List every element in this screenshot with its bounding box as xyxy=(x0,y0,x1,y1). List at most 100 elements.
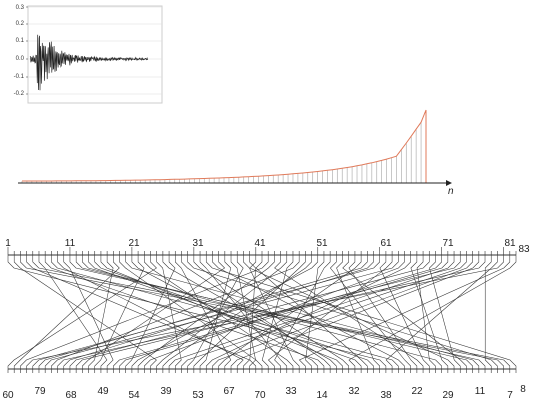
envelope-curve xyxy=(22,109,427,183)
bottom-index-label: 68 xyxy=(65,390,77,401)
y-tick-label: -0.2 xyxy=(14,91,25,97)
top-index-label: 1 xyxy=(5,238,11,249)
connection-line xyxy=(218,255,362,369)
connection-line xyxy=(125,255,176,369)
connection-line xyxy=(410,255,449,369)
connection-line xyxy=(205,255,517,369)
connection-line xyxy=(44,255,325,369)
connection-line xyxy=(298,255,511,369)
connection-line xyxy=(131,255,319,369)
connection-line xyxy=(113,255,442,369)
connection-line xyxy=(205,255,411,369)
connection-line xyxy=(416,255,436,369)
connection-line xyxy=(348,255,418,369)
top-index-labels: 1 11 21 31 41 51 61 71 81 83 xyxy=(5,238,530,255)
bottom-index-labels: 60 79 68 49 54 39 53 67 70 33 14 32 38 2… xyxy=(2,384,526,401)
connection-line xyxy=(7,255,387,369)
connection-line xyxy=(249,255,257,369)
connection-line xyxy=(88,255,114,369)
permutation-panel: 1 11 21 31 41 51 61 71 81 83 60 79 68 49… xyxy=(2,238,530,401)
bottom-index-label: 7 xyxy=(507,390,513,401)
top-index-label: 71 xyxy=(442,238,454,249)
waveform-grid xyxy=(26,6,162,95)
bottom-index-label: 39 xyxy=(160,386,172,397)
connection-line xyxy=(484,255,492,369)
top-index-label: 83 xyxy=(518,244,530,255)
bottom-index-label: 33 xyxy=(285,386,297,397)
connection-line xyxy=(69,255,430,369)
connection-line xyxy=(125,255,480,369)
bottom-index-label: 29 xyxy=(442,390,454,401)
top-index-label: 51 xyxy=(316,238,328,249)
connection-line xyxy=(168,255,455,369)
bottom-index-label: 38 xyxy=(380,390,392,401)
connection-line xyxy=(44,255,399,369)
connection-line xyxy=(181,255,331,369)
axis-label-n: n xyxy=(448,186,454,197)
connection-line xyxy=(230,255,256,369)
bottom-index-label: 22 xyxy=(411,386,423,397)
connection-line xyxy=(94,255,374,369)
connection-line xyxy=(267,255,393,369)
connection-line xyxy=(63,255,374,369)
connection-line xyxy=(274,255,331,369)
waveform-signal xyxy=(29,34,149,91)
connection-line xyxy=(51,255,300,369)
ruler-ticks xyxy=(7,247,517,373)
connection-line xyxy=(94,255,145,369)
bottom-index-label: 14 xyxy=(316,390,328,401)
connection-line xyxy=(230,255,480,369)
connection-line xyxy=(119,255,263,369)
bottom-index-label: 67 xyxy=(223,386,235,397)
bottom-index-label: 8 xyxy=(520,384,526,395)
connection-line xyxy=(305,255,325,369)
top-index-label: 31 xyxy=(192,238,204,249)
connection-line xyxy=(75,255,461,369)
y-tick-label: 0.2 xyxy=(16,21,25,27)
top-index-label: 21 xyxy=(128,238,140,249)
connection-line xyxy=(82,255,442,369)
connection-line xyxy=(13,255,120,369)
bottom-index-label: 79 xyxy=(34,386,46,397)
connection-line xyxy=(7,255,157,369)
bottom-index-label: 32 xyxy=(348,386,360,397)
connection-line xyxy=(174,255,232,369)
top-index-label: 41 xyxy=(254,238,266,249)
y-tick-label: 0.3 xyxy=(16,5,25,11)
connection-line xyxy=(32,255,380,369)
connection-line xyxy=(162,255,312,369)
connection-line xyxy=(348,255,517,369)
bottom-index-label: 11 xyxy=(475,386,486,397)
connection-line xyxy=(119,255,449,369)
connection-line xyxy=(212,255,473,369)
waveform-y-axis: 0.3 0.2 0.1 0.0 -0.1 -0.2 xyxy=(14,5,25,97)
top-index-label: 61 xyxy=(380,238,392,249)
top-index-label: 81 xyxy=(504,238,516,249)
connection-line xyxy=(181,255,467,369)
connection-line xyxy=(20,255,269,369)
bottom-index-label: 70 xyxy=(254,390,266,401)
y-tick-label: -0.1 xyxy=(14,74,25,80)
connection-line xyxy=(249,255,455,369)
connection-line xyxy=(429,255,461,369)
bottom-index-label: 54 xyxy=(128,390,140,401)
connection-line xyxy=(385,255,498,369)
connection-line xyxy=(38,255,108,369)
connection-line xyxy=(26,255,504,369)
y-tick-label: 0.0 xyxy=(16,56,25,62)
bottom-index-label: 53 xyxy=(192,390,204,401)
axis-arrow-icon xyxy=(446,180,452,186)
waveform-panel: 0.3 0.2 0.1 0.0 -0.1 -0.2 xyxy=(14,5,163,104)
connection-line xyxy=(82,255,226,369)
top-index-label: 11 xyxy=(65,238,76,249)
connection-line xyxy=(199,255,288,369)
connection-line xyxy=(26,255,250,369)
stem-lines xyxy=(21,110,427,183)
connection-line xyxy=(156,255,182,369)
sorted-chart-panel: n xyxy=(18,109,454,197)
connection-line xyxy=(57,255,486,369)
bottom-index-label: 60 xyxy=(2,390,14,401)
connection-line xyxy=(63,255,114,369)
